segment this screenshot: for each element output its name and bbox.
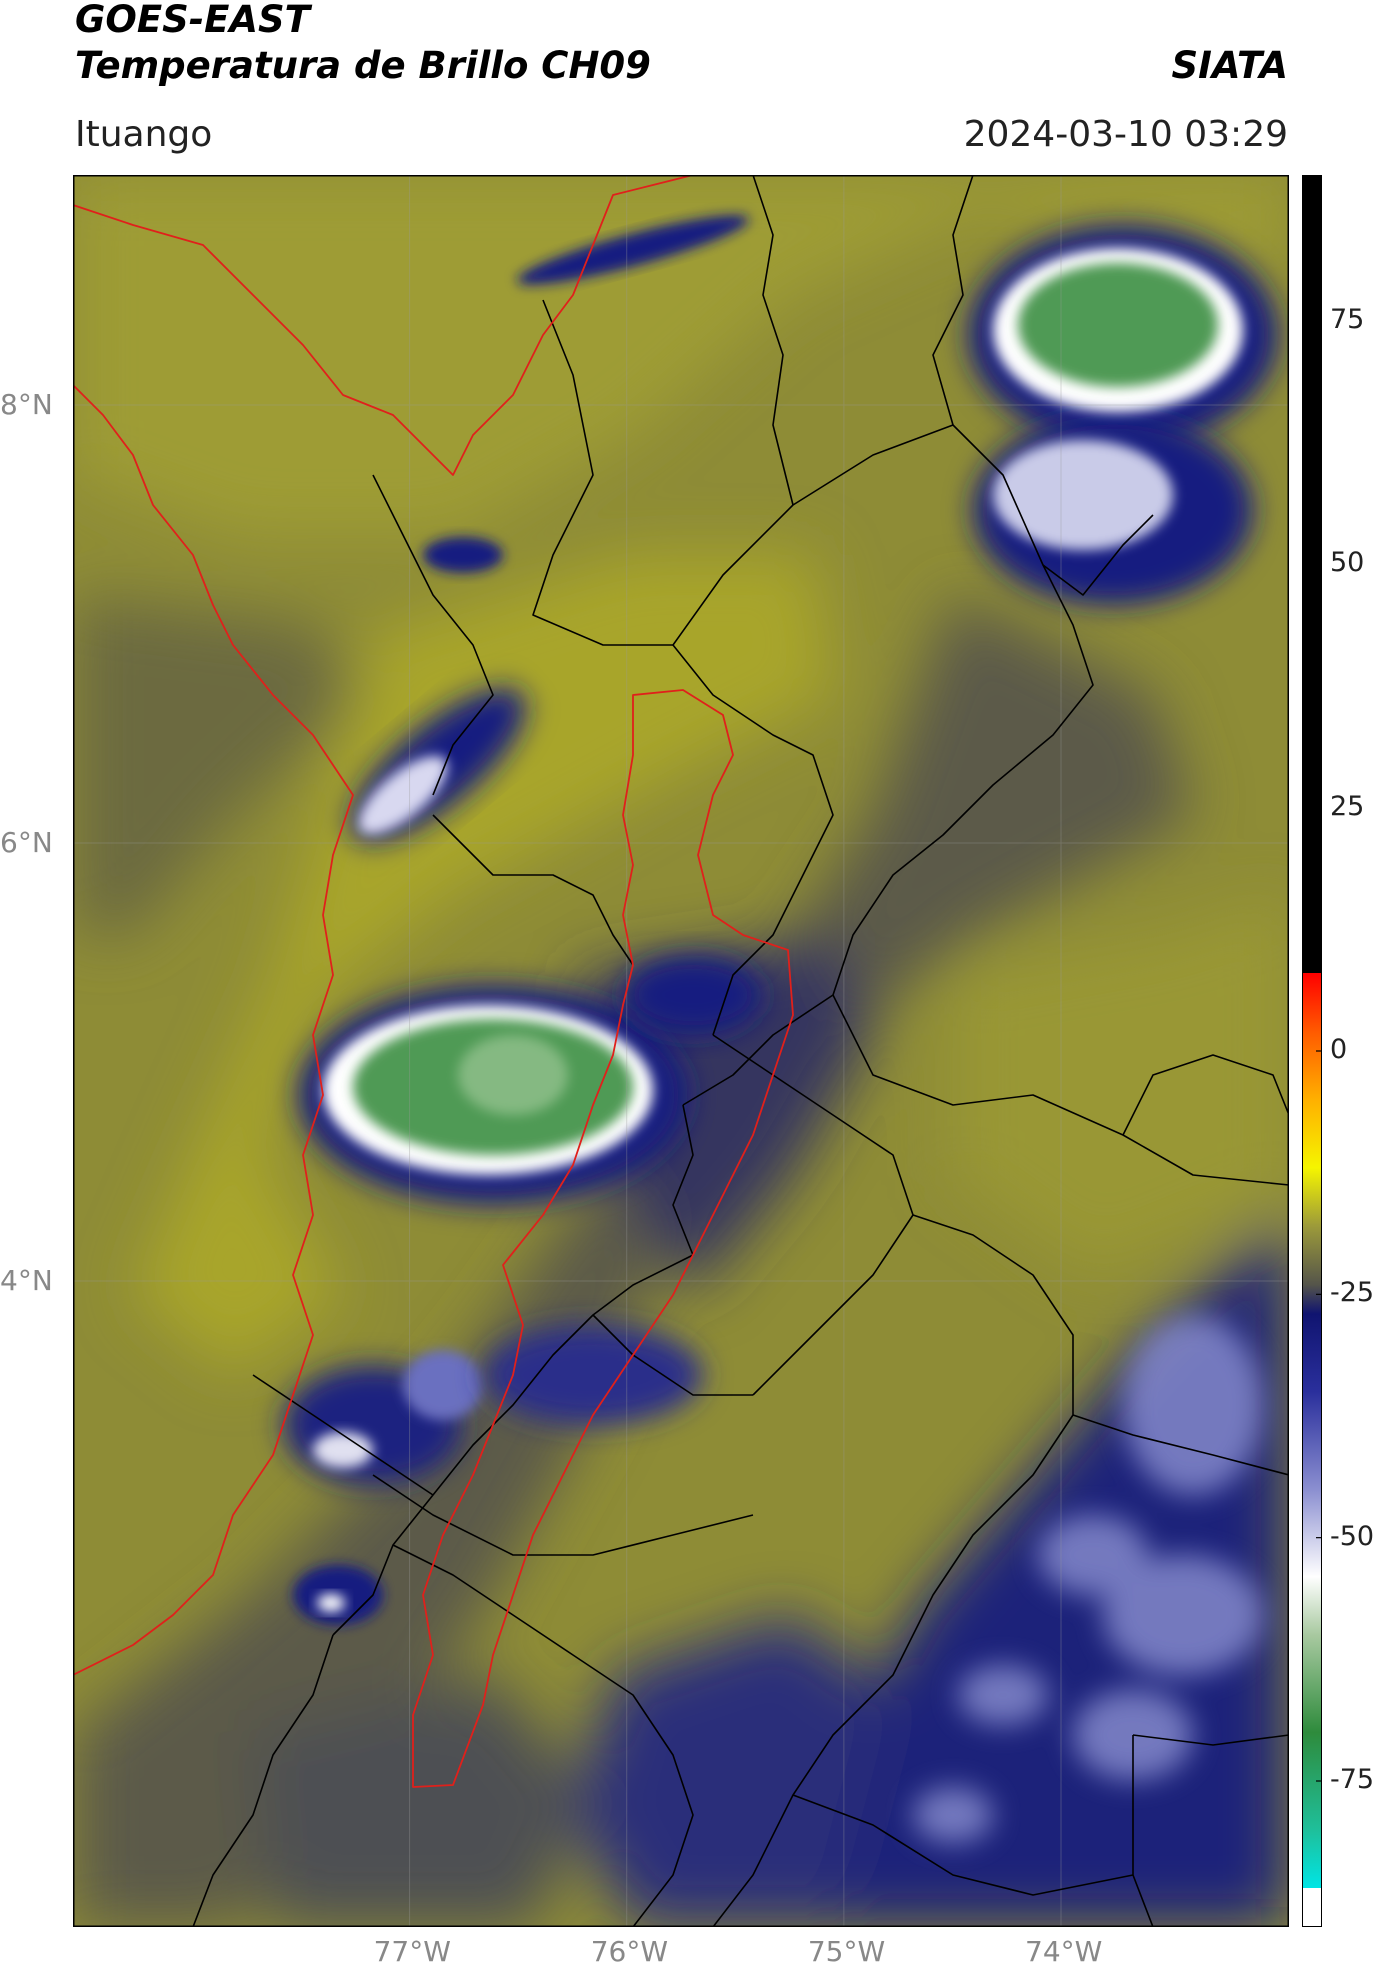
cold-texture <box>913 1315 1263 1843</box>
colorbar-label-75: 75 <box>1330 304 1365 335</box>
brand-label: SIATA <box>1171 44 1288 87</box>
convective-cell-west <box>349 215 749 843</box>
border-segment <box>532 299 1154 646</box>
convective-cell-central <box>298 985 688 1205</box>
lat-label-8n: 8°N <box>0 387 53 421</box>
lon-label-76w: 76°W <box>590 1935 669 1968</box>
border-segment <box>1132 1734 1289 1746</box>
lat-label-6n: 6°N <box>0 825 53 859</box>
colorbar-label-minus75: -75 <box>1330 1764 1375 1795</box>
satellite-title: GOES-EAST <box>75 0 310 41</box>
border-segment <box>592 1314 753 1396</box>
warm-area-north <box>73 175 1289 535</box>
border-segment <box>682 564 1094 1106</box>
colorbar-label-50: 50 <box>1330 547 1365 579</box>
lat-label-4n: 4°N <box>0 1263 53 1297</box>
colorbar-fill <box>1302 175 1322 1927</box>
border-segment <box>932 175 974 426</box>
red-boundaries <box>73 175 794 1788</box>
border-segment <box>192 1634 334 1927</box>
product-title: Temperatura de Brillo CH09 <box>75 44 651 87</box>
lon-label-74w: 74°W <box>1025 1935 1103 1968</box>
border-segment <box>672 644 834 1036</box>
colorbar-label-25: 25 <box>1330 790 1365 822</box>
colorbar-label-minus25: -25 <box>1330 1277 1375 1309</box>
warm-area-east <box>953 895 1289 1275</box>
border-segment <box>792 1794 1134 1896</box>
datetime-label: 2024-03-10 03:29 <box>963 114 1288 155</box>
ituango-region-outline <box>412 689 794 1788</box>
lon-label-77w: 77°W <box>373 1935 451 1968</box>
border-segment <box>252 1374 434 1496</box>
border-segment <box>372 474 494 796</box>
border-segment <box>392 1544 694 1927</box>
warm-area-center <box>133 555 833 1375</box>
border-segment <box>372 1474 754 1556</box>
border-segment <box>432 814 634 966</box>
location-label: Ituango <box>75 114 213 155</box>
gray-band-west <box>73 595 363 935</box>
map-frame <box>73 175 1289 1927</box>
border-segment <box>832 994 1289 1186</box>
border-segment <box>1072 1414 1289 1476</box>
colorbar <box>1302 175 1322 1927</box>
convective-cell-northeast <box>968 225 1278 605</box>
gray-south <box>253 1675 593 1927</box>
colorbar-ticks <box>1316 320 1322 1782</box>
brightness-temperature-map <box>73 175 1289 1927</box>
convective-cells-southwest <box>283 955 763 1625</box>
colorbar-label-0: 0 <box>1330 1034 1348 1065</box>
lon-label-75w: 75°W <box>807 1935 886 1968</box>
pacific-coast <box>73 384 354 1676</box>
cold-area-south <box>573 1615 893 1927</box>
department-borders <box>192 175 1289 1927</box>
border-segment <box>1122 1054 1289 1136</box>
caribbean-coast <box>73 175 694 476</box>
border-segment <box>752 175 794 506</box>
colorbar-label-minus50: -50 <box>1330 1520 1375 1552</box>
